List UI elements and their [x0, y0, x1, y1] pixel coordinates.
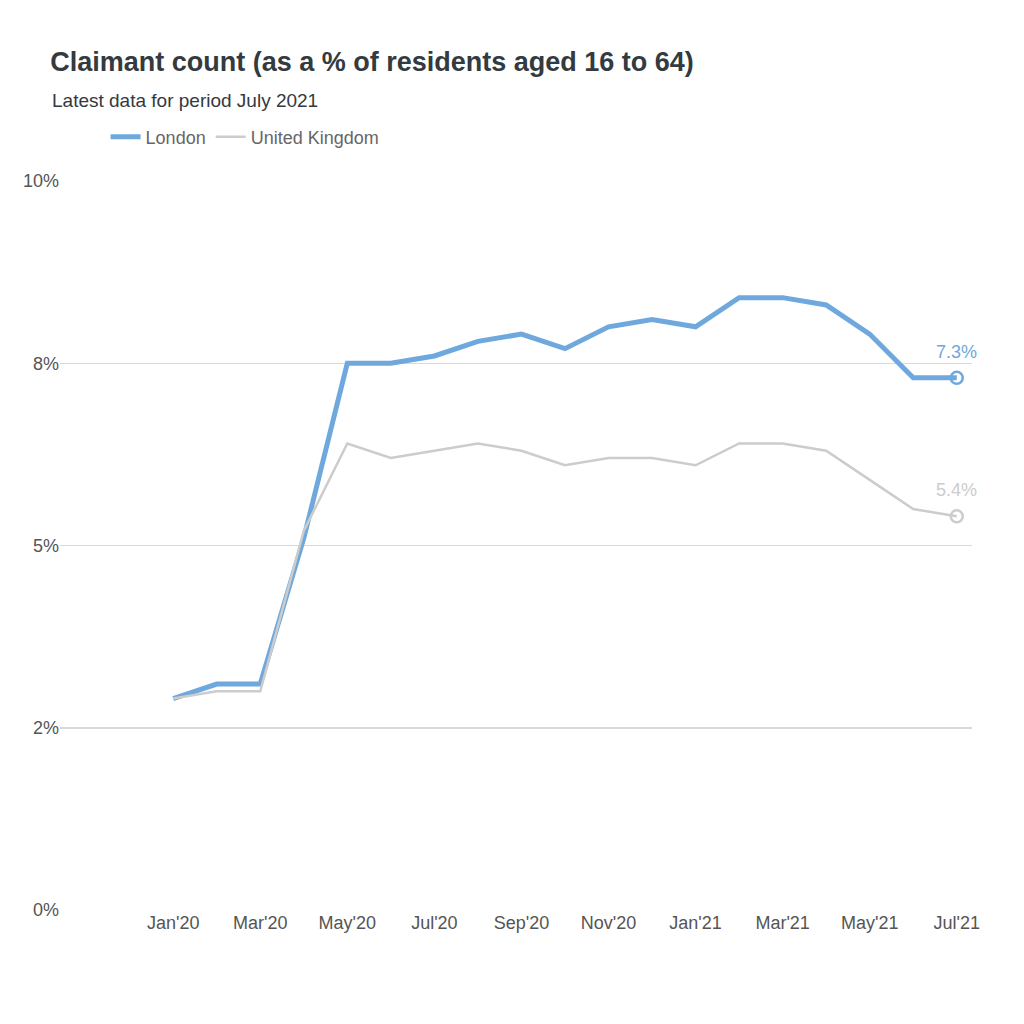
svg-text:Sep'20: Sep'20	[494, 913, 550, 933]
svg-text:7.3%: 7.3%	[936, 342, 977, 362]
svg-text:5.4%: 5.4%	[936, 480, 977, 500]
svg-text:Jan'20: Jan'20	[147, 913, 199, 933]
svg-text:2%: 2%	[33, 718, 59, 738]
svg-text:May'21: May'21	[841, 913, 898, 933]
svg-text:Jul'20: Jul'20	[411, 913, 457, 933]
svg-text:Mar'21: Mar'21	[755, 913, 809, 933]
svg-text:Latest data for period July 20: Latest data for period July 2021	[52, 90, 318, 111]
svg-text:5%: 5%	[33, 536, 59, 556]
svg-text:Claimant count (as a % of resi: Claimant count (as a % of residents aged…	[50, 47, 694, 77]
svg-text:May'20: May'20	[319, 913, 376, 933]
svg-text:Jul'21: Jul'21	[934, 913, 980, 933]
svg-text:London: London	[146, 128, 206, 148]
svg-text:Mar'20: Mar'20	[233, 913, 287, 933]
svg-text:United Kingdom: United Kingdom	[251, 128, 379, 148]
svg-text:Nov'20: Nov'20	[581, 913, 636, 933]
svg-text:8%: 8%	[33, 354, 59, 374]
svg-text:0%: 0%	[33, 900, 59, 920]
svg-text:Jan'21: Jan'21	[669, 913, 721, 933]
svg-text:10%: 10%	[23, 171, 59, 191]
